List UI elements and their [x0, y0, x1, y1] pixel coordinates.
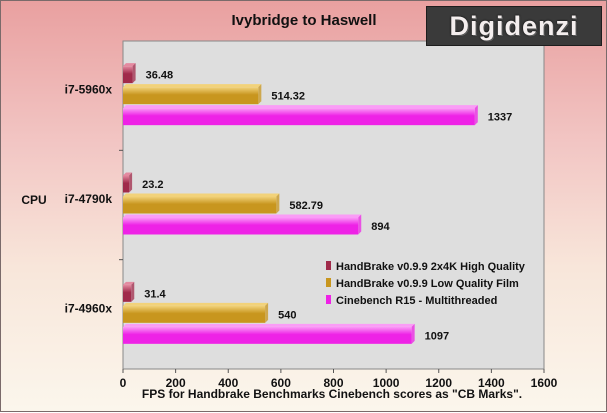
bar-top-face — [123, 172, 133, 176]
legend-swatch — [326, 261, 331, 270]
bar — [123, 87, 259, 105]
data-label: 540 — [278, 309, 296, 321]
x-tick-label: 0 — [120, 376, 127, 390]
legend: HandBrake v0.9.9 2x4K High Quality HandBr… — [326, 261, 526, 307]
legend-label: HandBrake v0.9.9 2x4K High Quality — [336, 261, 526, 273]
bar-side-face — [265, 302, 269, 323]
legend-swatch — [326, 295, 331, 304]
x-tick-label: 600 — [271, 376, 291, 390]
bar-side-face — [258, 84, 262, 105]
data-label: 894 — [371, 221, 390, 233]
data-label: 582.79 — [289, 200, 323, 212]
bar — [123, 196, 277, 214]
bar-side-face — [129, 172, 133, 193]
x-axis-label: FPS for Handbrake Benchmarks Cinebench s… — [142, 387, 522, 401]
bar — [123, 108, 475, 126]
x-tick-label: 1400 — [478, 376, 505, 390]
x-tick-label: 400 — [218, 376, 238, 390]
legend-label: Cinebench R15 - Multithreaded — [336, 295, 497, 307]
x-tick-label: 1200 — [425, 376, 452, 390]
bar-top-face — [123, 193, 280, 197]
data-label: 31.4 — [144, 288, 166, 300]
data-label: 1097 — [425, 330, 449, 342]
legend-label: HandBrake v0.9.9 Low Quality Film — [336, 278, 519, 290]
bar-top-face — [123, 214, 362, 218]
x-tick-label: 1600 — [531, 376, 558, 390]
bar-side-face — [276, 193, 280, 214]
labels-layer: 36.48 514.32 1337 i7-5960x 23.2 582.79 894 i7-4… — [65, 70, 558, 390]
bar — [123, 66, 133, 84]
legend-swatch — [326, 278, 331, 287]
bar-side-face — [358, 214, 362, 235]
bar-top-face — [123, 281, 135, 285]
bar — [123, 326, 412, 344]
category-label: i7-4790k — [65, 192, 113, 206]
y-axis-label: CPU — [21, 193, 46, 207]
bar-top-face — [123, 105, 478, 109]
category-label: i7-5960x — [65, 83, 113, 97]
data-label: 1337 — [488, 112, 512, 124]
x-tick-label: 800 — [323, 376, 343, 390]
bar — [123, 305, 266, 323]
bar — [123, 217, 359, 235]
bar-side-face — [411, 323, 415, 344]
bar-side-face — [474, 105, 478, 126]
bar-top-face — [123, 84, 262, 88]
bar-top-face — [123, 63, 136, 67]
data-label: 36.48 — [146, 70, 174, 82]
bars-layer — [119, 63, 478, 344]
logo-text: Digidenzi — [449, 10, 579, 41]
bar-side-face — [131, 281, 135, 302]
bar — [123, 284, 132, 302]
x-tick-label: 200 — [166, 376, 186, 390]
bar-side-face — [132, 63, 136, 84]
bar-top-face — [123, 302, 269, 306]
bar — [123, 175, 130, 193]
data-label: 514.32 — [271, 91, 305, 103]
bar-top-face — [123, 323, 415, 327]
category-label: i7-4960x — [65, 301, 113, 315]
x-tick-label: 1000 — [373, 376, 400, 390]
logo: Digidenzi — [426, 6, 602, 46]
chart-title: Ivybridge to Haswell — [231, 12, 376, 29]
data-label: 23.2 — [142, 179, 163, 191]
